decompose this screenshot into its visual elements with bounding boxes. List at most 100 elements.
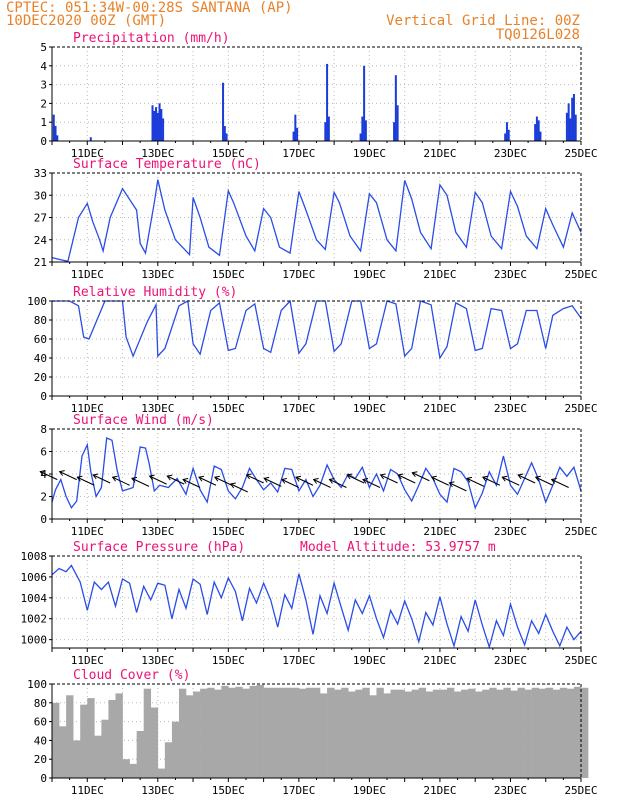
cloud-bar <box>249 685 257 778</box>
wind-arrow <box>482 476 501 486</box>
cloud-bar <box>101 719 109 778</box>
x-tick-label: 15DEC <box>212 268 245 281</box>
press-series-line <box>51 564 582 650</box>
wind-arrow <box>264 477 282 487</box>
wind-arrow-head <box>166 474 173 481</box>
x-tick-label: 13DEC <box>141 147 174 160</box>
cloud-bar <box>581 687 589 778</box>
cloud-bar <box>475 691 483 778</box>
panel-title-rh: Relative Humidity (%) <box>73 285 237 300</box>
wind-arrow-head <box>312 478 319 484</box>
precip-bar <box>153 110 156 141</box>
wind-arrow <box>329 479 347 488</box>
cloud-bar <box>242 688 250 778</box>
panel-press: 1000 1002 1004 1006 1008 11DEC 13DEC 15DEC 17DEC… <box>21 540 598 667</box>
cloud-bar <box>284 687 293 778</box>
x-tick-label: 13DEC <box>141 784 174 797</box>
panel-title-wind: Surface Wind (m/s) <box>73 413 214 428</box>
x-tick-label: 21DEC <box>423 525 456 538</box>
cloud-bar <box>87 698 95 778</box>
y-tick-label: 20 <box>34 753 47 766</box>
cloud-bar <box>171 721 180 778</box>
cloud-bar <box>362 687 370 778</box>
cloud-bar <box>397 689 405 778</box>
x-tick-label: 25DEC <box>564 784 597 797</box>
rh-series-line <box>52 299 582 360</box>
wind-arrow <box>362 479 381 488</box>
cloud-bar <box>150 707 159 778</box>
precip-bar <box>571 97 574 141</box>
precip-bar <box>327 116 330 141</box>
wind-arrow <box>167 475 185 485</box>
wind-arrow-head <box>379 473 386 480</box>
cloud-bar <box>228 687 236 778</box>
y-tick-label: 0 <box>40 772 47 785</box>
x-tick-label: 19DEC <box>353 147 386 160</box>
wind-arrow <box>412 472 430 482</box>
cloud-bar <box>489 687 497 778</box>
x-tick-label: 21DEC <box>423 147 456 160</box>
y-tick-label: 1004 <box>21 592 48 605</box>
wind-arrow-head <box>229 482 236 489</box>
wind-arrow <box>149 475 167 485</box>
y-tick-label: 27 <box>34 212 47 225</box>
cloud-bar <box>341 687 349 778</box>
wind-arrow-head <box>328 478 335 484</box>
wind-arrow-head <box>430 475 437 482</box>
cloud-bar <box>418 687 427 778</box>
wind-arrow-head <box>92 473 99 480</box>
precip-bar <box>535 116 538 141</box>
cloud-bar <box>136 731 144 778</box>
wind-arrow <box>214 476 233 486</box>
cloud-bar <box>461 689 469 778</box>
precip-bar <box>292 131 295 141</box>
cloud-bar <box>327 687 335 778</box>
x-tick-label: 25DEC <box>564 268 597 281</box>
precip-bar <box>363 65 366 141</box>
precip-bar <box>160 109 163 141</box>
wind-arrow <box>380 474 398 484</box>
cloud-bar <box>291 687 300 778</box>
y-tick-label: 33 <box>34 167 47 180</box>
y-tick-label: 60 <box>34 333 47 346</box>
y-tick-label: 2 <box>40 97 47 110</box>
precip-bar <box>158 103 161 141</box>
precip-bar <box>567 103 570 141</box>
precip-bar <box>151 105 154 141</box>
x-tick-label: 17DEC <box>282 402 315 415</box>
wind-arrow-head <box>245 473 252 480</box>
cloud-bar <box>270 687 279 778</box>
precip-bar <box>394 75 397 141</box>
precip-bar <box>324 122 327 141</box>
wind-arrow <box>517 474 536 484</box>
wind-arrow <box>535 476 553 486</box>
precip-bar <box>225 133 228 141</box>
x-tick-label: 19DEC <box>353 402 386 415</box>
cloud-bar <box>73 740 81 778</box>
cloud-bar <box>510 690 518 778</box>
cloud-bar <box>383 693 391 778</box>
precip-bar <box>507 129 510 141</box>
header-source-line: CPTEC: 051:34W-00:28S SANTANA (AP) <box>6 0 293 16</box>
precip-bar <box>89 137 92 141</box>
x-tick-label: 11DEC <box>71 402 104 415</box>
cloud-bar <box>312 687 321 778</box>
wind-arrow <box>182 479 201 488</box>
y-tick-label: 5 <box>40 41 47 54</box>
cloud-bar <box>94 735 102 778</box>
wind-arrow <box>431 476 449 486</box>
x-tick-label: 23DEC <box>494 654 527 667</box>
x-tick-label: 17DEC <box>282 654 315 667</box>
wind-arrow <box>59 471 77 481</box>
y-tick-label: 80 <box>34 314 47 327</box>
cloud-bar <box>298 688 307 778</box>
panel-title-precip: Precipitation (mm/h) <box>73 31 230 46</box>
wind-arrow <box>131 477 150 487</box>
precip-bar <box>574 114 577 141</box>
wind-arrow <box>198 476 217 486</box>
precip-bar <box>396 105 399 141</box>
cloud-bar <box>52 702 60 778</box>
x-tick-label: 13DEC <box>141 268 174 281</box>
wind-arrow-head <box>213 475 220 482</box>
x-tick-label: 13DEC <box>141 402 174 415</box>
